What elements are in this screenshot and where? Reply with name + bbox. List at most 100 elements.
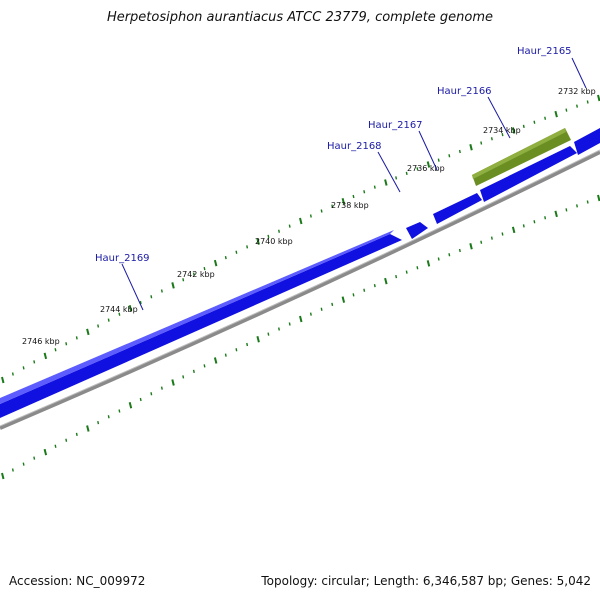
tick-mark [448, 253, 451, 257]
tick-mark [331, 302, 334, 307]
tick-mark [65, 438, 68, 442]
tick-mark [565, 108, 568, 112]
tick-mark [597, 94, 600, 102]
tick-mark [405, 270, 408, 274]
tick-mark [480, 141, 483, 145]
tick-mark [544, 216, 547, 220]
tick-mark [565, 208, 568, 212]
tick-mark [182, 278, 185, 282]
tick-mark [267, 234, 270, 239]
leader-haur-2166 [487, 96, 511, 139]
tick-mark [373, 185, 376, 189]
tick-mark [139, 300, 142, 305]
accession-text: Accession: NC_009972 [9, 574, 146, 588]
tick-mark [395, 176, 398, 180]
tick-mark [150, 295, 153, 299]
tick-mark [33, 360, 36, 364]
gene-label-haur-2167[interactable]: Haur_2167 [368, 120, 423, 131]
tick-mark [533, 220, 536, 224]
tick-mark [118, 409, 121, 413]
tick-mark [437, 158, 440, 162]
tick-mark [54, 444, 57, 448]
tick-mark [75, 336, 78, 340]
tick-mark [256, 238, 260, 245]
tick-mark [331, 204, 334, 208]
kbp-label-2738: 2738 kbp [331, 201, 369, 210]
gene-label-haur-2166[interactable]: Haur_2166 [437, 86, 492, 97]
tick-mark [288, 224, 291, 228]
tick-mark [554, 210, 558, 218]
tick-mark [97, 324, 100, 328]
tick-mark [522, 124, 525, 129]
gene-haur-2168[interactable] [406, 222, 428, 239]
tick-mark [224, 255, 227, 260]
gene-haur-2165[interactable] [574, 128, 600, 155]
gene-highlight[interactable] [472, 128, 571, 186]
tick-mark [213, 357, 218, 364]
tick-mark [490, 236, 493, 240]
tick-mark [458, 149, 461, 154]
tick-mark [107, 415, 110, 419]
kbp-label-2744: 2744 kbp [100, 305, 138, 314]
leader-haur-2165 [571, 57, 587, 89]
tick-mark [1, 472, 5, 480]
kbp-label-2740: 2740 kbp [255, 237, 293, 246]
tick-mark [533, 120, 536, 124]
tick-mark [395, 274, 398, 279]
tick-mark [544, 116, 547, 120]
kbp-label-2734: 2734 kbp [483, 126, 521, 135]
tick-mark [448, 154, 451, 158]
tick-mark [469, 143, 473, 151]
tick-mark [480, 240, 483, 244]
gene-label-haur-2169[interactable]: Haur_2169 [95, 253, 150, 264]
gene-haur-2167[interactable] [433, 193, 482, 224]
kbp-label-2736: 2736 kbp [407, 164, 445, 173]
tick-mark [384, 277, 388, 285]
tick-mark [341, 296, 346, 303]
inner-tick-row [1, 194, 600, 480]
tick-mark [192, 272, 195, 276]
tick-mark [235, 348, 238, 352]
tick-mark [278, 229, 280, 233]
tick-mark [75, 432, 78, 437]
kbp-label-2742: 2742 kbp [177, 270, 215, 279]
tick-mark [586, 100, 589, 104]
tick-mark [405, 171, 408, 176]
tick-mark [511, 226, 516, 234]
tick-mark [469, 243, 473, 250]
gene-haur-2169[interactable] [0, 230, 402, 418]
tick-mark [246, 342, 249, 347]
tick-mark [224, 353, 227, 357]
tick-mark [416, 167, 419, 171]
tick-mark [203, 364, 206, 368]
tick-mark [501, 232, 504, 236]
tick-mark [235, 250, 238, 254]
tick-mark [352, 293, 355, 297]
leader-haur-2168 [377, 151, 401, 193]
tick-mark [352, 194, 355, 199]
tick-mark [437, 257, 440, 261]
tick-mark [576, 104, 578, 108]
gene-label-haur-2165[interactable]: Haur_2165 [517, 46, 572, 57]
tick-mark [426, 161, 431, 168]
tick-mark [256, 336, 260, 343]
gene-haur-2166[interactable] [480, 146, 577, 202]
tick-mark [288, 322, 291, 326]
tick-mark [246, 245, 249, 249]
tick-mark [384, 179, 388, 186]
tick-mark [501, 132, 504, 137]
tick-mark [299, 217, 303, 225]
tick-mark [299, 315, 303, 323]
tick-mark [363, 288, 366, 292]
tick-mark [65, 342, 68, 346]
gene-label-haur-2168[interactable]: Haur_2168 [327, 141, 382, 152]
tick-mark [86, 425, 90, 432]
genome-backbone [0, 150, 600, 430]
tick-mark [11, 468, 14, 472]
tick-mark [490, 137, 493, 141]
tick-mark [22, 462, 25, 466]
tick-mark [213, 259, 218, 267]
tick-mark [203, 266, 206, 271]
tick-mark [554, 110, 558, 118]
